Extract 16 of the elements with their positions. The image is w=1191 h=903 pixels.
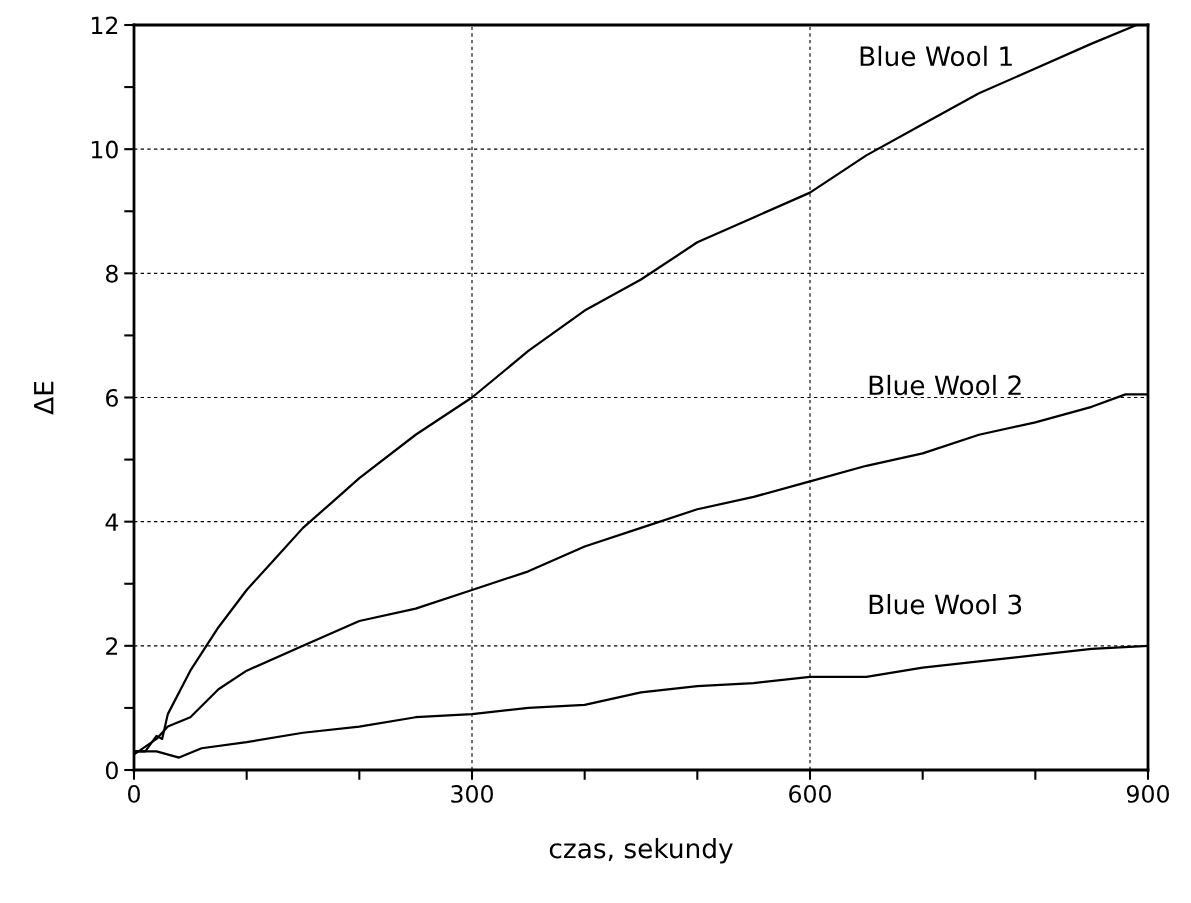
x-tick-label: 0 [128,785,140,803]
x-tick-label: 300 [451,785,493,803]
y-tick-label: 4 [105,513,119,531]
x-axis-title: czas, sekundy [549,837,733,864]
y-tick-label: 12 [91,16,118,34]
y-tick-label: 8 [106,264,118,283]
y-tick-label: 0 [105,761,118,780]
y-tick-label: 2 [106,637,118,655]
series-label: Blue Wool 1 [860,45,1012,67]
x-tick-label: 600 [789,785,831,803]
y-axis-title: ΔE [34,381,54,415]
series-label: Blue Wool 2 [869,374,1021,396]
y-tick-label: 6 [106,388,118,407]
x-tick-label: 900 [1126,785,1169,803]
series-label: Blue Wool 3 [869,593,1022,615]
y-tick-label: 10 [91,140,118,159]
